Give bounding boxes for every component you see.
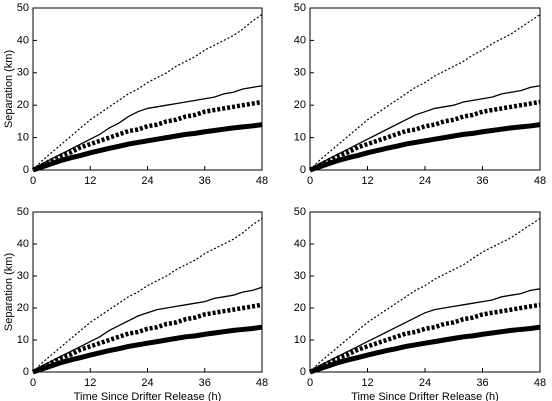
x-tick-label: 24: [419, 175, 431, 187]
x-tick-label: 12: [84, 175, 96, 187]
y-tick-label: 50: [294, 206, 306, 218]
y-tick-label: 0: [23, 366, 29, 378]
x-tick-label: 36: [476, 175, 488, 187]
series-line: [32, 324, 263, 375]
x-tick-label: 24: [141, 377, 153, 389]
series-line: [309, 324, 541, 375]
y-tick-label: 30: [17, 270, 29, 282]
series-line: [32, 217, 263, 373]
x-tick-label: 12: [361, 175, 373, 187]
y-tick-label: 10: [294, 132, 306, 144]
x-tick-label: 36: [476, 377, 488, 389]
series-line: [32, 286, 263, 373]
y-tick-label: 30: [294, 67, 306, 79]
x-tick-label: 24: [419, 377, 431, 389]
y-tick-label: 0: [300, 164, 306, 176]
y-tick-label: 40: [17, 34, 29, 46]
x-tick-label: 0: [30, 377, 36, 389]
plot-frame: [32, 7, 263, 171]
y-tick-label: 30: [17, 67, 29, 79]
x-tick-label: 0: [307, 377, 313, 389]
series-line: [309, 288, 541, 373]
y-tick-label: 40: [294, 238, 306, 250]
x-axis-label: Time Since Drifter Release (h): [351, 391, 499, 401]
y-tick-label: 50: [17, 2, 29, 14]
x-tick-label: 24: [141, 175, 153, 187]
x-tick-label: 0: [307, 175, 313, 187]
y-tick-label: 50: [17, 206, 29, 218]
series-line: [309, 217, 541, 373]
x-tick-label: 12: [84, 377, 96, 389]
x-tick-label: 48: [256, 175, 268, 187]
series-line: [309, 85, 541, 171]
y-tick-label: 0: [300, 366, 306, 378]
x-tick-label: 48: [534, 175, 546, 187]
y-tick-label: 40: [294, 34, 306, 46]
y-tick-label: 20: [294, 302, 306, 314]
series-line: [32, 13, 263, 171]
x-tick-label: 48: [534, 377, 546, 389]
plot-frame: [309, 7, 541, 171]
y-tick-label: 10: [17, 334, 29, 346]
y-tick-label: 50: [294, 2, 306, 14]
x-tick-label: 36: [199, 377, 211, 389]
y-axis-label: Separation (km): [3, 253, 15, 331]
series-line: [309, 13, 541, 171]
y-tick-label: 20: [294, 99, 306, 111]
series-line: [308, 99, 541, 173]
x-axis-label: Time Since Drifter Release (h): [74, 391, 222, 401]
series-line: [309, 122, 541, 173]
y-tick-label: 0: [23, 164, 29, 176]
x-tick-label: 36: [199, 175, 211, 187]
plot-frame: [32, 211, 263, 373]
x-tick-label: 12: [361, 377, 373, 389]
y-tick-label: 20: [17, 302, 29, 314]
series-line: [32, 85, 263, 171]
x-tick-label: 0: [30, 175, 36, 187]
y-tick-label: 10: [17, 132, 29, 144]
y-axis-label: Separation (km): [3, 50, 15, 128]
y-tick-label: 10: [294, 334, 306, 346]
y-tick-label: 20: [17, 99, 29, 111]
series-line: [31, 302, 263, 375]
y-tick-label: 40: [17, 238, 29, 250]
plot-frame: [309, 211, 541, 373]
series-line: [308, 302, 541, 375]
y-tick-label: 30: [294, 270, 306, 282]
series-line: [31, 99, 263, 173]
x-tick-label: 48: [256, 377, 268, 389]
series-line: [32, 122, 263, 173]
